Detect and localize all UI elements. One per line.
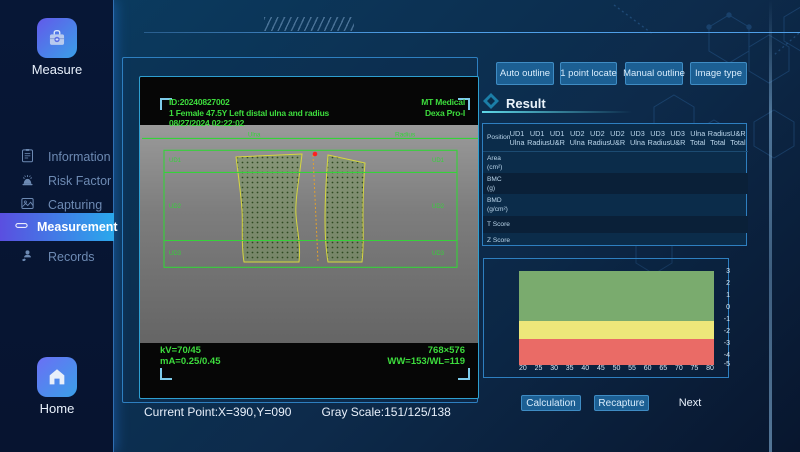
svg-text:UD1: UD1	[432, 158, 445, 164]
svg-text:Radius: Radius	[395, 132, 416, 139]
svg-text:UD2: UD2	[432, 204, 445, 210]
svg-text:Ulna: Ulna	[248, 133, 261, 139]
svg-text:UD3: UD3	[432, 251, 445, 257]
svg-text:UD3: UD3	[169, 251, 182, 257]
svg-text:UD1: UD1	[169, 158, 182, 164]
svg-text:UD2: UD2	[169, 204, 182, 210]
